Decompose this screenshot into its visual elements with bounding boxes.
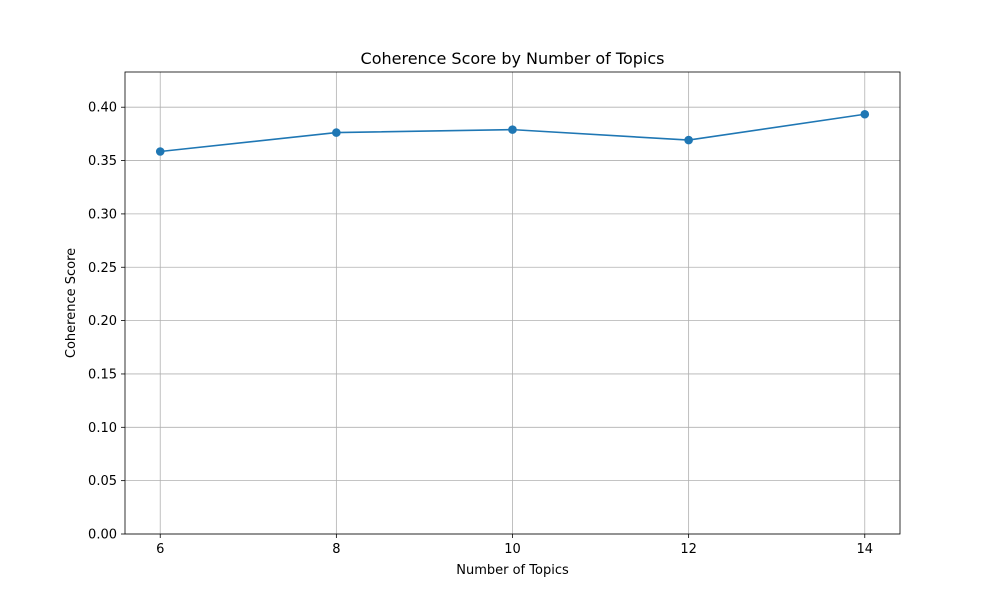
x-tick-label: 6 [156,542,164,557]
series-layer [155,109,870,156]
grid-layer [125,72,900,535]
y-tick-label: 0.15 [88,367,117,382]
x-tick-label: 14 [856,542,873,557]
y-tick-label: 0.00 [88,528,117,543]
plot-frame [124,71,901,535]
y-tick-label: 0.05 [88,474,117,489]
data-point [155,147,165,156]
chart-title: Coherence Score by Number of Topics [361,49,665,68]
y-tick-label: 0.30 [88,207,117,222]
x-tick-label: 8 [332,542,340,557]
y-tick-label: 0.10 [88,421,117,436]
data-point [860,109,870,119]
y-tick-label: 0.25 [88,261,117,276]
data-point [684,135,693,145]
labels-layer: Coherence Score by Number of Topics Numb… [64,49,664,578]
x-axis-label: Number of Topics [456,563,569,578]
x-tick-label: 12 [680,542,697,557]
y-tick-label: 0.40 [88,101,117,116]
axes-layer: 6 8 10 12 14 0.00 0.05 0.10 0.15 0.20 0.25 0.30 0.35… [88,71,901,557]
y-tick-label: 0.20 [88,314,117,329]
y-axis-label: Coherence Score [64,248,79,358]
data-point [332,128,341,137]
data-point [508,125,517,134]
y-tick-label: 0.35 [88,154,117,169]
x-tick-label: 10 [504,542,521,557]
